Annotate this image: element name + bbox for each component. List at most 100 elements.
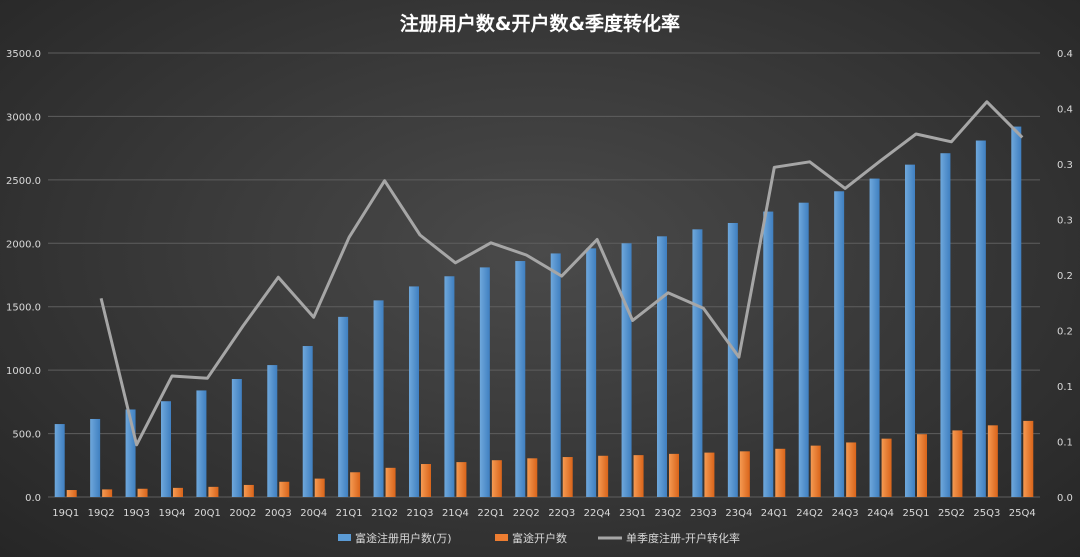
- bar-opened-accounts: [421, 464, 431, 497]
- bar-registered-users: [834, 191, 845, 497]
- y-right-tick-label: 0.1: [1057, 438, 1073, 449]
- bar-registered-users: [869, 178, 880, 498]
- bar-registered-users: [338, 316, 349, 497]
- x-tick-label: 23Q1: [619, 508, 646, 519]
- chart-title: 注册用户数&开户数&季度转化率: [400, 12, 680, 35]
- y-left-tick-label: 0.0: [25, 493, 41, 504]
- x-tick-label: 24Q1: [761, 508, 788, 519]
- bar-registered-users: [905, 164, 915, 498]
- x-tick-label: 22Q2: [513, 508, 540, 519]
- x-tick-label: 23Q2: [655, 508, 682, 519]
- bar-registered-users: [373, 300, 384, 497]
- bar-registered-users: [444, 276, 455, 497]
- x-tick-label: 21Q2: [371, 508, 398, 519]
- y-left-tick-label: 3000.0: [6, 112, 41, 123]
- bar-registered-users: [231, 379, 242, 497]
- y-right-tick-label: 0.3: [1057, 216, 1073, 227]
- y-right-tick-label: 0.2: [1057, 327, 1073, 338]
- y-left-tick-label: 2500.0: [6, 176, 41, 187]
- y-axis-right: 0.0 0.1 0.1 0.2 0.2 0.3 0.3 0.4 0.4: [1057, 49, 1073, 504]
- bar-opened-accounts: [846, 442, 857, 497]
- bar-registered-users: [975, 140, 986, 497]
- bar-registered-users: [125, 409, 136, 497]
- bar-opened-accounts: [917, 434, 927, 497]
- conversion-rate-line: [99, 100, 1024, 447]
- bar-registered-users: [763, 211, 774, 498]
- x-tick-label: 25Q3: [973, 508, 1000, 519]
- bar-registered-users: [1011, 126, 1022, 497]
- x-tick-label: 21Q4: [442, 508, 469, 519]
- bar-opened-accounts: [243, 484, 254, 497]
- x-tick-label: 22Q3: [548, 508, 575, 519]
- x-tick-label: 24Q2: [796, 508, 823, 519]
- x-tick-label: 22Q4: [584, 508, 611, 519]
- x-tick-label: 21Q3: [407, 508, 434, 519]
- x-tick-label: 20Q3: [265, 508, 292, 519]
- y-axis-left: 0.0 500.0 1000.0 1500.0 2000.0 2500.0 3000.0 35…: [6, 49, 41, 504]
- x-tick-label: 25Q2: [938, 508, 965, 519]
- legend-label: 富途开户数: [512, 531, 567, 545]
- y-right-tick-label: 0.4: [1057, 105, 1073, 116]
- bar-opened-accounts: [456, 462, 467, 497]
- bar-registered-users: [621, 243, 632, 497]
- bar-registered-users: [586, 248, 597, 497]
- x-tick-label: 24Q4: [867, 508, 894, 519]
- bar-opened-accounts: [952, 430, 963, 497]
- x-tick-label: 25Q1: [903, 508, 930, 519]
- x-tick-label: 20Q2: [229, 508, 256, 519]
- x-tick-label: 19Q2: [88, 508, 115, 519]
- bar-opened-accounts: [66, 490, 77, 497]
- x-tick-label: 19Q1: [52, 508, 79, 519]
- bar-opened-accounts: [881, 438, 892, 497]
- y-left-tick-label: 2000.0: [6, 239, 41, 250]
- x-axis: 19Q1 19Q2 19Q3 19Q4 20Q1 20Q2 20Q3 20Q4 21Q1 21Q2…: [52, 508, 1036, 519]
- bar-registered-users: [267, 365, 278, 497]
- bar-registered-users: [479, 267, 490, 497]
- legend-label: 单季度注册-开户转化率: [626, 531, 740, 545]
- bar-registered-users: [727, 222, 738, 497]
- y-left-tick-label: 500.0: [12, 430, 41, 441]
- bar-opened-accounts: [385, 467, 396, 497]
- bar-opened-accounts: [633, 455, 644, 497]
- bar-opened-accounts: [739, 451, 750, 497]
- bar-registered-users: [940, 153, 951, 497]
- x-tick-label: 20Q4: [300, 508, 327, 519]
- bar-opened-accounts: [562, 457, 573, 497]
- bar-opened-accounts: [598, 455, 609, 497]
- x-tick-label: 20Q1: [194, 508, 221, 519]
- bar-registered-users: [90, 418, 101, 497]
- x-tick-label: 19Q4: [159, 508, 186, 519]
- bar-opened-accounts: [1023, 420, 1034, 497]
- x-tick-label: 23Q4: [725, 508, 752, 519]
- bar-opened-accounts: [173, 487, 183, 497]
- bar-opened-accounts: [810, 445, 821, 497]
- x-tick-label: 23Q3: [690, 508, 717, 519]
- line-series: [99, 100, 1024, 447]
- bar-opened-accounts: [704, 452, 715, 497]
- bars: [54, 126, 1034, 498]
- bar-registered-users: [692, 229, 703, 497]
- legend-label: 富途注册用户数(万): [355, 531, 452, 545]
- bar-opened-accounts: [491, 460, 502, 497]
- bar-registered-users: [798, 202, 809, 498]
- x-tick-label: 19Q3: [123, 508, 150, 519]
- bar-opened-accounts: [350, 472, 361, 497]
- bar-opened-accounts: [987, 425, 998, 497]
- bar-opened-accounts: [669, 453, 679, 497]
- x-tick-label: 25Q4: [1009, 508, 1036, 519]
- bar-opened-accounts: [775, 448, 786, 497]
- bar-opened-accounts: [102, 489, 113, 497]
- bar-registered-users: [515, 261, 526, 497]
- bar-opened-accounts: [527, 458, 538, 497]
- y-left-tick-label: 3500.0: [6, 49, 41, 60]
- legend: 富途注册用户数(万) 富途开户数 单季度注册-开户转化率: [338, 531, 740, 545]
- y-right-tick-label: 0.1: [1057, 382, 1073, 393]
- y-right-tick-label: 0.0: [1057, 493, 1073, 504]
- legend-swatch: [495, 534, 508, 541]
- bar-opened-accounts: [137, 488, 148, 497]
- bar-registered-users: [409, 286, 419, 497]
- x-tick-label: 21Q1: [336, 508, 363, 519]
- y-left-tick-label: 1500.0: [6, 303, 41, 314]
- legend-swatch: [338, 534, 351, 541]
